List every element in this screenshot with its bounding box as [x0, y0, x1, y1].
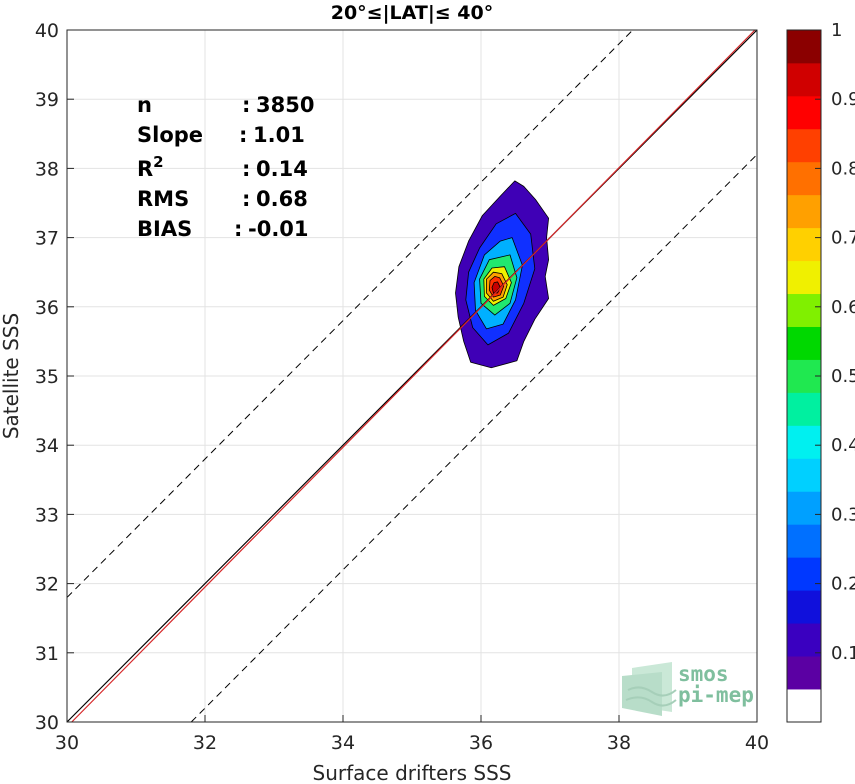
- colorbar-segment: [787, 491, 821, 525]
- colorbar-segment: [787, 425, 821, 459]
- y-tick-label: 31: [35, 643, 59, 665]
- stat-label: BIAS: [137, 217, 192, 241]
- y-tick-label: 37: [35, 228, 59, 250]
- y-tick-label: 35: [35, 366, 59, 388]
- colorbar-ticks: 0.1 0.2 0.3 0.4 0.5 0.6 0.7 0.8 0.9 1: [815, 20, 855, 664]
- x-tick-label: 30: [55, 732, 79, 754]
- x-tick-label: 40: [745, 732, 769, 754]
- colorbar-segment: [787, 128, 821, 163]
- y-tick-label: 34: [35, 435, 59, 457]
- colorbar-tick-label: 1: [831, 20, 842, 41]
- colorbar-segment: [787, 623, 821, 657]
- colorbar-tick-label: 0.2: [831, 574, 855, 595]
- stat-label: R2: [137, 153, 164, 181]
- colorbar-tick-label: 0.6: [831, 297, 855, 318]
- colorbar-segment: [787, 689, 821, 723]
- stat-value: 3850: [256, 93, 314, 117]
- colorbar-tick-label: 0.5: [831, 366, 855, 387]
- colorbar-tick-label: 0.9: [831, 89, 855, 110]
- stat-value: 0.68: [256, 187, 308, 211]
- colorbar-segment: [787, 524, 821, 558]
- colorbar-segment: [787, 30, 821, 64]
- x-tick-label: 34: [331, 732, 355, 754]
- y-tick-label: 36: [35, 297, 59, 319]
- stat-separator: :: [242, 93, 250, 117]
- x-tick-label: 38: [607, 732, 631, 754]
- logo-text-pimep: pi-mep: [678, 683, 754, 707]
- y-tick-label: 39: [35, 89, 59, 111]
- colorbar-segment: [787, 227, 821, 262]
- dashed-upper-line: [66, 29, 634, 598]
- stat-separator: :: [242, 157, 250, 181]
- y-tick-label: 32: [35, 574, 59, 596]
- stat-label: Slope: [137, 123, 203, 147]
- logo-text-smos: smos: [678, 662, 729, 686]
- colorbar-tick-label: 0.8: [831, 158, 855, 179]
- colorbar-segment: [787, 590, 821, 624]
- y-tick-label: 30: [35, 712, 59, 734]
- colorbar-segment: [787, 326, 821, 360]
- y-tick-label: 33: [35, 504, 59, 526]
- colorbar-segment: [787, 557, 821, 591]
- logo: smos pi-mep: [622, 662, 754, 716]
- x-tick-label: 36: [469, 732, 493, 754]
- y-axis-label: Satellite SSS: [0, 313, 23, 439]
- stat-value: 0.14: [256, 157, 308, 181]
- y-tick-label: 40: [35, 20, 59, 42]
- colorbar-segment: [787, 95, 821, 130]
- colorbar-tick-label: 0.3: [831, 504, 855, 525]
- stat-label: RMS: [137, 187, 189, 211]
- x-axis-label: Surface drifters SSS: [313, 761, 512, 784]
- colorbar-segment: [787, 458, 821, 492]
- stat-separator: :: [239, 123, 247, 147]
- colorbar-segment: [787, 194, 821, 229]
- colorbar-segment: [787, 656, 821, 690]
- stat-label: n: [137, 93, 152, 117]
- dashed-lower-line: [190, 154, 758, 723]
- regression-fit-line: [71, 29, 756, 723]
- y-axis: 30 31 32 33 34 35 36 37 38 39 40: [35, 20, 74, 734]
- one-to-one-line: [66, 29, 758, 723]
- colorbar-tick-label: 0.1: [831, 643, 855, 664]
- colorbar-tick-label: 0.4: [831, 435, 855, 456]
- density-contours: [455, 180, 549, 369]
- colorbar: [786, 29, 822, 723]
- stat-value: 1.01: [253, 123, 305, 147]
- stat-separator: :: [234, 217, 242, 241]
- stat-value: -0.01: [248, 217, 309, 241]
- logo-waves-icon: [622, 662, 677, 716]
- colorbar-segment: [787, 62, 821, 97]
- reference-lines: [66, 29, 758, 723]
- colorbar-tick-label: 0.7: [831, 228, 855, 249]
- x-tick-label: 32: [193, 732, 217, 754]
- colorbar-segment: [787, 260, 821, 295]
- stat-separator: :: [242, 187, 250, 211]
- colorbar-segment: [787, 293, 821, 327]
- y-tick-label: 38: [35, 158, 59, 180]
- chart-title: 20°≤|LAT|≤ 40°: [331, 2, 494, 24]
- x-axis: 30 32 34 36 38 40: [55, 715, 769, 754]
- colorbar-segment: [787, 392, 821, 426]
- colorbar-segment: [787, 161, 821, 196]
